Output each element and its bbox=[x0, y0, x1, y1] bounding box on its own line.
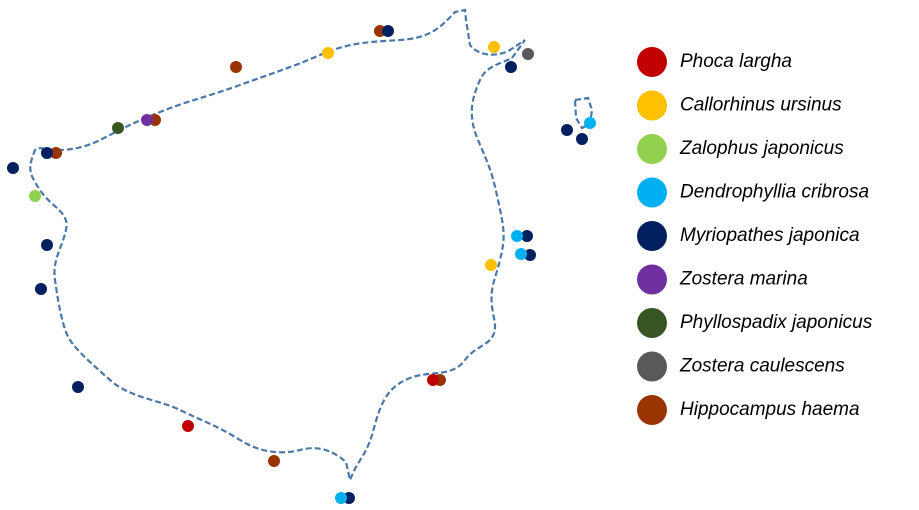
legend-marker bbox=[637, 308, 667, 338]
occurrence-point bbox=[584, 117, 596, 129]
coastline bbox=[29, 8, 526, 484]
occurrence-point bbox=[112, 122, 124, 134]
occurrence-point bbox=[141, 114, 153, 126]
occurrence-point bbox=[522, 48, 534, 60]
occurrence-point bbox=[182, 420, 194, 432]
legend-marker bbox=[637, 395, 667, 425]
occurrence-point bbox=[29, 190, 41, 202]
occurrence-points bbox=[7, 25, 596, 504]
legend-marker bbox=[637, 264, 667, 295]
legend-marker bbox=[637, 177, 667, 208]
occurrence-point bbox=[7, 162, 19, 174]
legend-label: Callorhinus ursinus bbox=[680, 95, 842, 116]
occurrence-point bbox=[35, 283, 47, 295]
occurrence-point bbox=[576, 133, 588, 145]
legend-label: Zalophus japonicus bbox=[679, 138, 844, 159]
occurrence-point bbox=[485, 259, 497, 271]
occurrence-point bbox=[268, 455, 280, 467]
occurrence-point bbox=[488, 41, 500, 53]
occurrence-point bbox=[72, 381, 84, 393]
occurrence-point bbox=[505, 61, 517, 73]
legend-label: Zostera caulescens bbox=[679, 356, 845, 377]
occurrence-point bbox=[230, 61, 242, 73]
occurrence-point bbox=[50, 147, 62, 159]
legend-label: Zostera marina bbox=[679, 269, 808, 290]
legend: Phoca largha Callorhinus ursinus Zalophus … bbox=[637, 47, 873, 425]
occurrence-point bbox=[524, 249, 536, 261]
legend-label: Phyllospadix japonicus bbox=[680, 312, 873, 333]
occurrence-point bbox=[521, 230, 533, 242]
occurrence-point bbox=[511, 230, 523, 242]
legend-marker bbox=[637, 90, 667, 121]
occurrence-point bbox=[561, 124, 573, 136]
occurrence-point bbox=[322, 47, 334, 59]
occurrence-point bbox=[382, 25, 394, 37]
legend-marker bbox=[637, 351, 667, 382]
occurrence-point bbox=[335, 492, 347, 504]
legend-marker bbox=[637, 47, 667, 77]
legend-label: Phoca largha bbox=[680, 51, 792, 72]
legend-marker bbox=[637, 221, 667, 251]
legend-label: Myriopathes japonica bbox=[680, 225, 860, 246]
legend-label: Dendrophyllia cribrosa bbox=[680, 182, 869, 203]
occurrence-point bbox=[41, 147, 53, 159]
occurrence-point bbox=[515, 248, 527, 260]
legend-label: Hippocampus haema bbox=[680, 399, 860, 420]
occurrence-point bbox=[427, 374, 439, 386]
legend-marker bbox=[637, 134, 667, 164]
occurrence-point bbox=[41, 239, 53, 251]
